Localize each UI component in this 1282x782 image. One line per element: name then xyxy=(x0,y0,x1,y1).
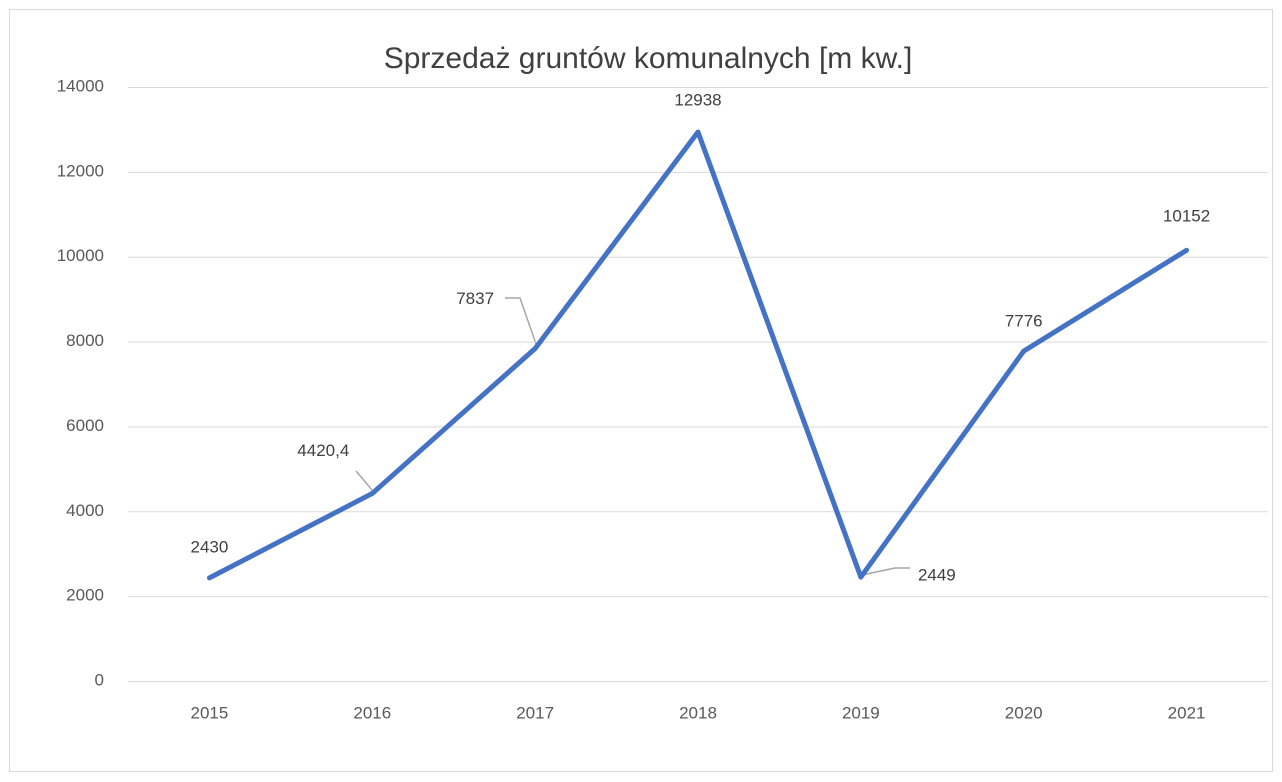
data-label: 4420,4 xyxy=(297,441,349,460)
x-tick-label: 2017 xyxy=(516,703,554,722)
chart-title: Sprzedaż gruntów komunalnych [m kw.] xyxy=(384,42,913,75)
data-label: 12938 xyxy=(674,91,721,110)
y-tick-label: 6000 xyxy=(66,416,104,435)
x-tick-label: 2018 xyxy=(679,703,717,722)
y-tick-label: 8000 xyxy=(66,331,104,350)
y-tick-label: 10000 xyxy=(57,246,104,265)
data-label: 7837 xyxy=(456,289,494,308)
leader-line xyxy=(505,297,537,345)
data-label: 2449 xyxy=(918,566,956,585)
data-label: 10152 xyxy=(1163,207,1210,226)
x-tick-label: 2015 xyxy=(191,703,229,722)
x-tick-label: 2016 xyxy=(353,703,391,722)
data-line xyxy=(206,129,1190,581)
y-tick-label: 14000 xyxy=(57,76,104,95)
chart-border xyxy=(9,9,1273,772)
y-tick-label: 0 xyxy=(95,670,104,689)
y-tick-label: 12000 xyxy=(57,161,104,180)
data-label: 7776 xyxy=(1005,312,1043,331)
leader-line xyxy=(861,567,910,576)
x-tick-label: 2021 xyxy=(1168,703,1206,722)
y-tick-label: 4000 xyxy=(66,501,104,520)
y-tick-label: 2000 xyxy=(66,586,104,605)
leader-line xyxy=(355,470,373,491)
data-label: 2430 xyxy=(191,537,229,556)
x-tick-label: 2020 xyxy=(1005,703,1043,722)
x-tick-label: 2019 xyxy=(842,703,880,722)
